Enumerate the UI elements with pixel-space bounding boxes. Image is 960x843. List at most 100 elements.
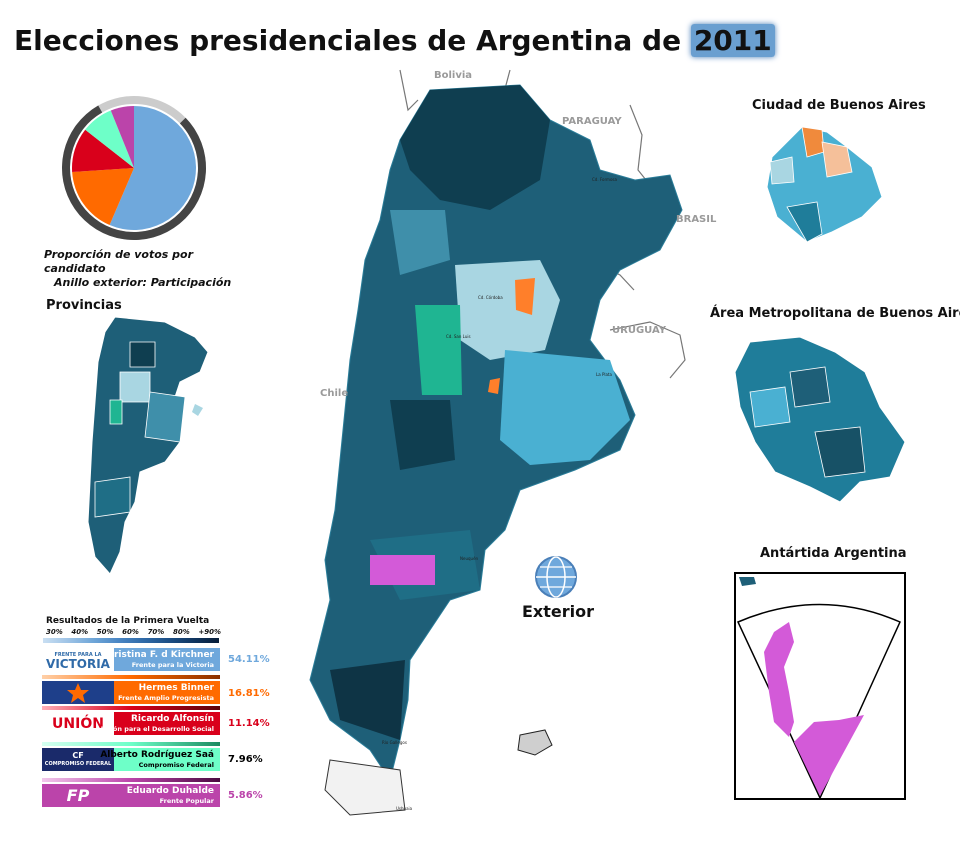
brasil-uruguay-border	[599, 264, 686, 379]
duhalde-strip	[42, 778, 220, 782]
candidate-pct-kirchner: 54.11%	[228, 654, 270, 665]
provincia-buenos-aires	[144, 391, 186, 443]
heading-amba: Área Metropolitana de Buenos Aires	[710, 306, 960, 321]
candidate-party: Frente Popular	[159, 797, 214, 805]
city-ushuaia: Ushuaia	[396, 806, 413, 811]
city-san-luis: Cd. San Luis	[446, 334, 471, 339]
pie-caption: Proporción de votos por candidato Anillo…	[44, 248, 254, 290]
title-prefix: Elecciones presidenciales de Argentina d…	[14, 24, 682, 57]
globe-icon	[535, 556, 577, 598]
amba-north-partido	[789, 366, 831, 408]
antartida-tip-sudamerica	[739, 577, 756, 586]
legend-scale-bar	[43, 638, 219, 643]
label-bolivia: Bolivia	[434, 70, 473, 81]
amba-map	[734, 336, 906, 503]
candidate-pct-duhalde: 5.86%	[228, 790, 263, 801]
city-formosa: Cd. Formosa	[592, 177, 617, 182]
scale-tick: 50%	[96, 628, 114, 636]
cf-logo-text: COMPROMISO FEDERAL	[44, 760, 112, 767]
candidate-name: Hermes Binner	[138, 683, 214, 693]
pie-slice-2	[72, 168, 134, 226]
pie-slice-4	[85, 110, 134, 168]
region-santa-cruz	[330, 660, 405, 740]
amba-west-partido	[749, 386, 791, 428]
candidate-party: Frente para la Victoria	[131, 661, 214, 669]
scale-tick: 30%	[46, 628, 63, 636]
cf-logo-top: CF	[72, 750, 84, 760]
caba-south-comuna	[786, 201, 823, 243]
fpv-logo-top: FRENTE PARA LA	[54, 651, 102, 658]
star-icon	[67, 682, 89, 703]
region-san-luis	[415, 305, 462, 395]
fp-logo: FP	[42, 784, 114, 807]
fpv-logo-text: VICTORIA	[46, 656, 110, 671]
provincias-map	[87, 316, 209, 575]
exterior-label: Exterior	[522, 602, 595, 621]
islas-malvinas	[517, 729, 553, 756]
antartida-map	[734, 572, 906, 800]
pie-caption-line2: Anillo exterior: Participación	[54, 276, 232, 289]
candidate-row-duhalde: FP Eduardo Duhalde Frente Popular	[42, 778, 220, 807]
scale-tick: 60%	[122, 628, 139, 636]
caba-light-comuna	[821, 141, 853, 178]
region-catamarca	[390, 210, 450, 275]
region-binner-2	[488, 378, 500, 394]
candidate-row-binner: Hermes Binner Frente Amplio Progresista	[42, 675, 220, 704]
caba-west-comuna	[769, 156, 795, 185]
peninsula-antartica	[764, 622, 794, 737]
provincia-chaco	[129, 341, 156, 368]
pie-slice-5	[110, 106, 134, 168]
candidate-party: Frente Amplio Progresista	[118, 694, 214, 702]
fap-logo	[42, 681, 114, 704]
heading-caba: Ciudad de Buenos Aires	[752, 98, 926, 113]
candidate-name: Ricardo Alfonsín	[130, 714, 214, 724]
scale-tick: +90%	[198, 628, 221, 636]
candidate-name: Alberto Rodríguez Saá	[100, 750, 214, 760]
region-cordoba	[455, 260, 560, 360]
city-rio-gallegos: Río Gallegos	[382, 740, 407, 745]
candidate-name: Eduardo Duhalde	[126, 786, 214, 796]
candidate-pct-alfonsin: 11.14%	[228, 718, 270, 729]
city-cordoba: Cd. Córdoba	[478, 295, 503, 300]
legend-scale: 30% 40% 50% 60% 70% 80% +90%	[46, 628, 221, 636]
pie-caption-line1: Proporción de votos por candidato	[44, 248, 194, 275]
caba-map	[766, 126, 883, 243]
candidate-pct-binner: 16.81%	[228, 688, 270, 699]
candidate-row-alfonsin: UNIÓN Ricardo Alfonsín Unión para el Des…	[42, 706, 220, 735]
candidate-pct-rodriguez-saa: 7.96%	[228, 754, 263, 765]
tierra-del-fuego	[324, 759, 406, 816]
vote-pie-chart	[62, 96, 207, 241]
antartida-continental	[794, 715, 864, 796]
region-santa-fe-binner	[515, 278, 535, 315]
candidate-party: Compromiso Federal	[138, 761, 214, 769]
binner-strip	[42, 675, 220, 679]
scale-tick: 70%	[147, 628, 165, 636]
legend-title: Resultados de la Primera Vuelta	[46, 616, 210, 626]
region-mendoza-sur	[390, 400, 455, 470]
candidate-party: Unión para el Desarrollo Social	[100, 725, 214, 733]
provincia-cordoba	[119, 371, 151, 403]
region-buenos-aires	[500, 350, 630, 465]
main-map	[309, 69, 686, 816]
heading-provincias: Provincias	[46, 298, 122, 313]
city-neuquen: Neuquén	[460, 556, 479, 561]
cf-logo: CF COMPROMISO FEDERAL	[42, 748, 114, 771]
heading-antartida: Antártida Argentina	[760, 546, 907, 561]
label-uruguay: URUGUAY	[612, 325, 666, 336]
candidate-name: Cristina F. d Kirchner	[107, 650, 214, 660]
amba-south-partido	[814, 426, 866, 478]
pie-slice-3	[72, 129, 134, 173]
alfonsin-strip	[42, 706, 220, 710]
pie-slice-1	[109, 106, 196, 230]
fpv-logo: FRENTE PARA LA VICTORIA	[42, 648, 114, 671]
saa-strip	[42, 742, 220, 746]
scale-tick: 80%	[172, 628, 190, 636]
title-year: 2011	[690, 24, 775, 57]
provincia-chubut	[94, 476, 131, 518]
label-chile: Chile	[320, 388, 349, 399]
label-paraguay: PARAGUAY	[562, 116, 622, 127]
udeso-logo: UNIÓN	[42, 712, 114, 735]
label-brasil: BRASIL	[676, 214, 717, 225]
region-duhalde	[370, 555, 435, 585]
provincias-malvinas	[192, 404, 203, 416]
